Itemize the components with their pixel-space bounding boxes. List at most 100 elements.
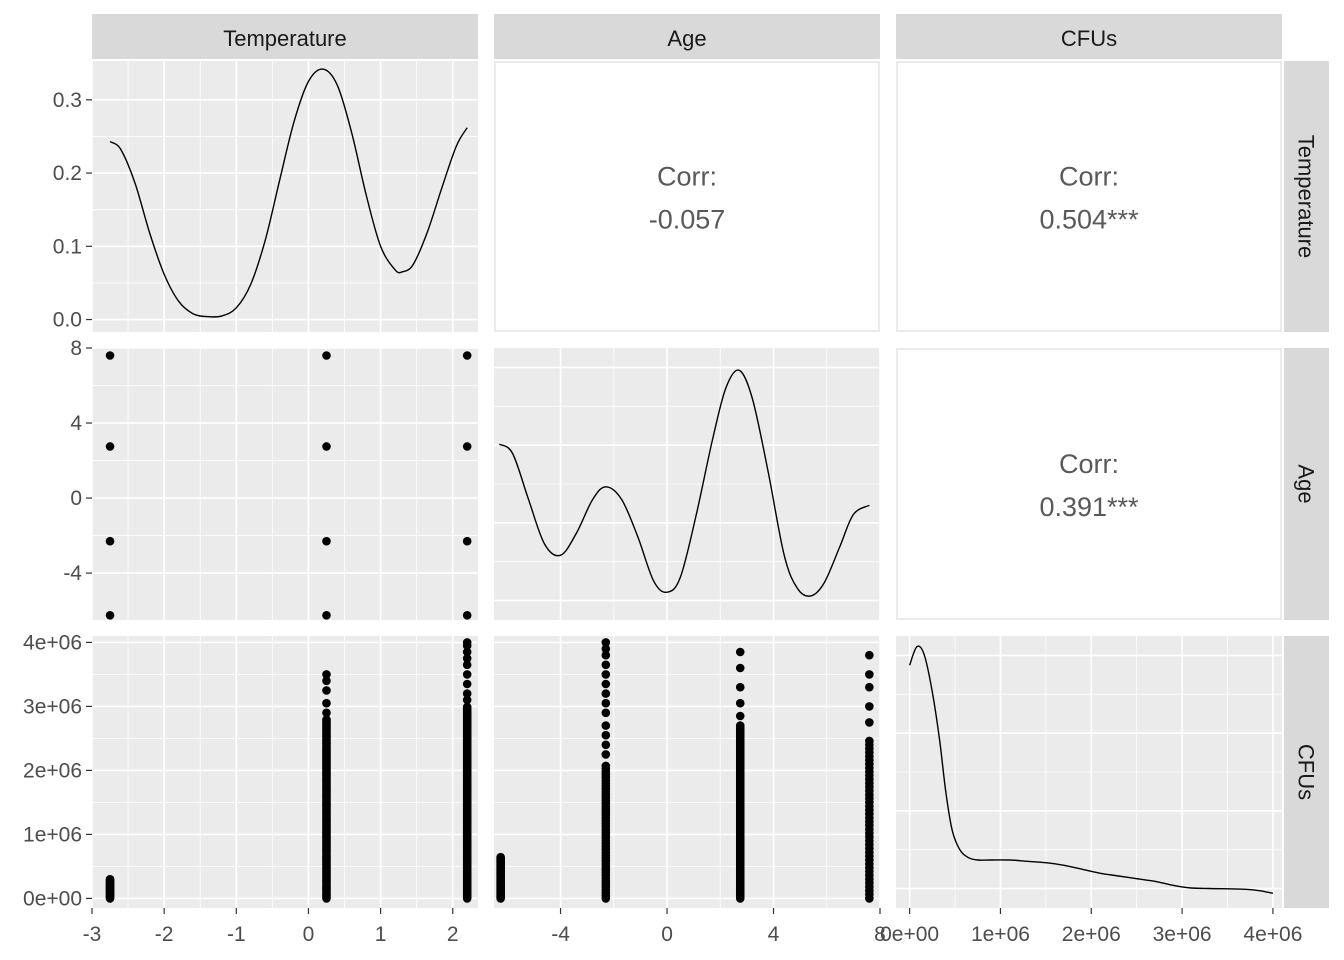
scatter-point xyxy=(462,638,472,647)
scatter-point xyxy=(601,721,611,730)
y-tick-label: -4 xyxy=(63,562,82,585)
scatter-point xyxy=(601,730,611,740)
scatter-point xyxy=(865,702,874,711)
scatter-point xyxy=(322,686,331,695)
scatter-point xyxy=(601,689,611,698)
scatter-point xyxy=(322,708,331,718)
correlation-panel xyxy=(494,61,880,332)
y-tick-label: 1e+06 xyxy=(23,823,82,846)
scatter-point xyxy=(105,442,115,451)
scatter-point xyxy=(601,644,611,654)
scatter-point xyxy=(601,750,611,759)
density-curve-temperature xyxy=(109,68,468,318)
scatter-point xyxy=(462,689,472,698)
scatter-point xyxy=(322,715,331,724)
scatter-point xyxy=(105,536,115,546)
scatter-point xyxy=(462,654,472,663)
y-tick-label: 3e+06 xyxy=(23,695,82,718)
density-curve-cfus xyxy=(908,645,1274,894)
panel-background xyxy=(494,636,880,908)
scatter-point xyxy=(105,874,115,884)
correlation-value: -0.057 xyxy=(649,205,726,235)
column-strip xyxy=(92,14,478,59)
scatter-point xyxy=(322,670,331,679)
x-tick-label: 4e+06 xyxy=(1243,923,1302,946)
scatter-point xyxy=(601,761,611,771)
row-strip xyxy=(1284,348,1329,620)
x-tick-label: 2 xyxy=(447,923,459,946)
x-tick-label: 2e+06 xyxy=(1062,923,1121,946)
x-tick-label: 8 xyxy=(874,923,886,946)
scatter-point xyxy=(462,442,472,451)
correlation-label: Corr: xyxy=(657,162,717,192)
scatter-point xyxy=(322,351,331,360)
correlation-panel xyxy=(896,348,1282,620)
row-strip-label: CFUs xyxy=(1294,744,1319,800)
x-tick-label: -2 xyxy=(155,923,174,946)
scatter-point xyxy=(601,638,611,647)
row-strip-label: Age xyxy=(1294,464,1319,503)
scatter-point xyxy=(735,698,745,708)
y-tick-label: 0 xyxy=(70,487,82,510)
scatter-point xyxy=(865,650,874,660)
scatter-point xyxy=(322,698,331,708)
scatter-point xyxy=(105,351,115,360)
x-tick-label: 0 xyxy=(303,923,315,946)
y-tick-label: 2e+06 xyxy=(23,759,82,782)
x-tick-label: 4 xyxy=(768,923,780,946)
row-strip xyxy=(1284,636,1329,908)
scatter-point xyxy=(322,442,331,451)
column-strip-label: CFUs xyxy=(1061,26,1117,51)
scatter-point xyxy=(462,660,472,670)
y-tick-label: 4e+06 xyxy=(23,631,82,654)
scatter-point xyxy=(601,670,611,679)
scatter-point xyxy=(865,736,874,746)
column-strip-label: Age xyxy=(667,26,706,51)
scatter-point xyxy=(865,682,874,692)
x-tick-label: 0 xyxy=(661,923,673,946)
scatter-point xyxy=(462,702,472,712)
scatter-point xyxy=(865,718,874,727)
scatter-point xyxy=(601,698,611,708)
scatter-point xyxy=(322,676,331,686)
density-curve-age xyxy=(498,369,870,597)
scatter-point xyxy=(462,670,472,679)
scatter-point xyxy=(105,611,115,620)
x-tick-label: -1 xyxy=(227,923,246,946)
y-tick-label: 0.2 xyxy=(53,162,82,185)
scatter-point xyxy=(865,670,874,679)
scatter-point xyxy=(735,721,745,730)
panel-background xyxy=(92,348,478,620)
scatter-point xyxy=(322,611,331,620)
y-tick-label: 0e+00 xyxy=(23,887,82,910)
correlation-label: Corr: xyxy=(1059,449,1119,479)
scatter-point xyxy=(322,536,331,546)
scatter-point xyxy=(735,711,745,721)
scatter-point xyxy=(601,740,611,750)
scatter-point xyxy=(601,679,611,689)
x-tick-label: 3e+06 xyxy=(1153,923,1212,946)
x-tick-label: 1e+06 xyxy=(971,923,1030,946)
x-tick-label: 0e+00 xyxy=(880,923,939,946)
row-strip xyxy=(1284,61,1329,332)
scatter-point xyxy=(601,708,611,718)
scatter-point xyxy=(462,695,472,705)
scatter-point xyxy=(601,660,611,670)
scatter-point xyxy=(462,351,472,360)
column-strip xyxy=(494,14,880,59)
x-tick-label: 1 xyxy=(375,923,387,946)
panel-background xyxy=(92,636,478,908)
y-tick-label: 4 xyxy=(70,412,82,435)
scatter-point xyxy=(462,611,472,620)
scatter-point xyxy=(462,679,472,689)
scatter-point xyxy=(735,663,745,673)
scatter-point xyxy=(735,682,745,692)
x-tick-label: -3 xyxy=(83,923,102,946)
y-tick-label: 0.3 xyxy=(53,89,82,112)
correlation-value: 0.391*** xyxy=(1039,492,1139,522)
x-tick-label: -4 xyxy=(551,923,570,946)
scatter-point xyxy=(735,647,745,657)
y-tick-label: 0.1 xyxy=(53,235,82,258)
scatter-point xyxy=(601,650,611,660)
